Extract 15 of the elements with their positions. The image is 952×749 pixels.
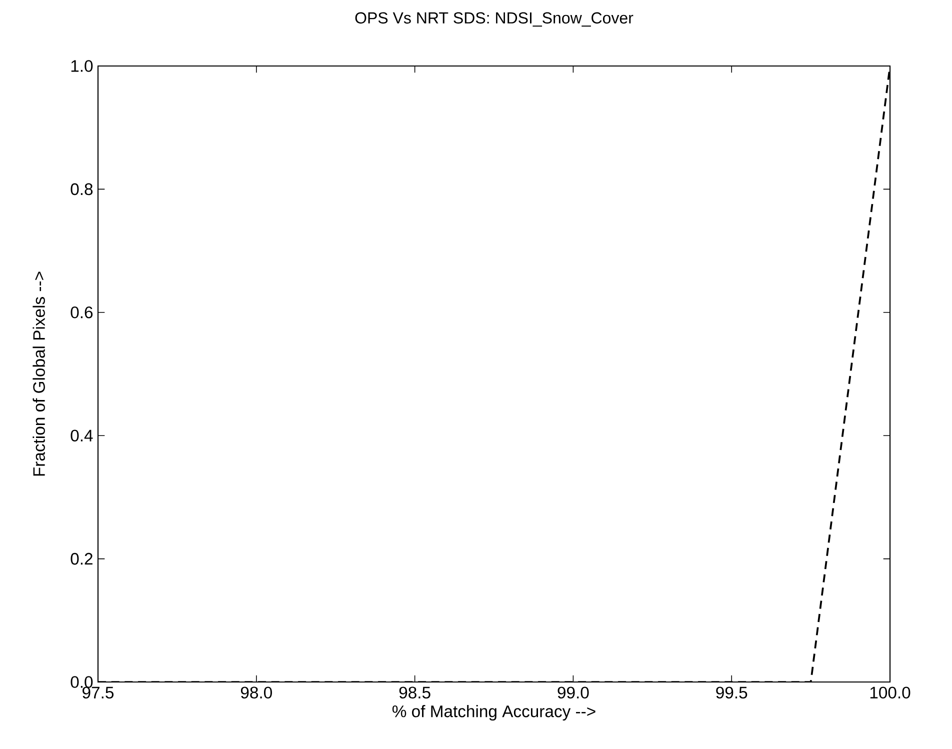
y-axis-title: Fraction of Global Pixels --> (32, 272, 45, 476)
y-tick-label: 1.0 (71, 60, 93, 72)
x-tick-label: 98.5 (399, 686, 430, 699)
y-tick-label: 0.8 (70, 183, 93, 196)
x-tick-label: 99.0 (558, 686, 589, 699)
x-tick-label: 100.0 (870, 686, 910, 699)
x-tick-label: 98.0 (240, 686, 272, 699)
y-tick-label: 0.2 (70, 552, 92, 565)
y-tick-label: 0.0 (70, 676, 93, 688)
y-tick-label: 0.4 (70, 430, 93, 442)
chart-title: OPS Vs NRT SDS: NDSI_Snow_Cover (355, 12, 634, 27)
x-tick-label: 99.5 (716, 686, 748, 699)
x-axis-title: % of Matching Accuracy --> (392, 704, 596, 721)
x-tick-label: 97.5 (82, 686, 114, 699)
y-tick-label: 0.6 (70, 306, 93, 318)
